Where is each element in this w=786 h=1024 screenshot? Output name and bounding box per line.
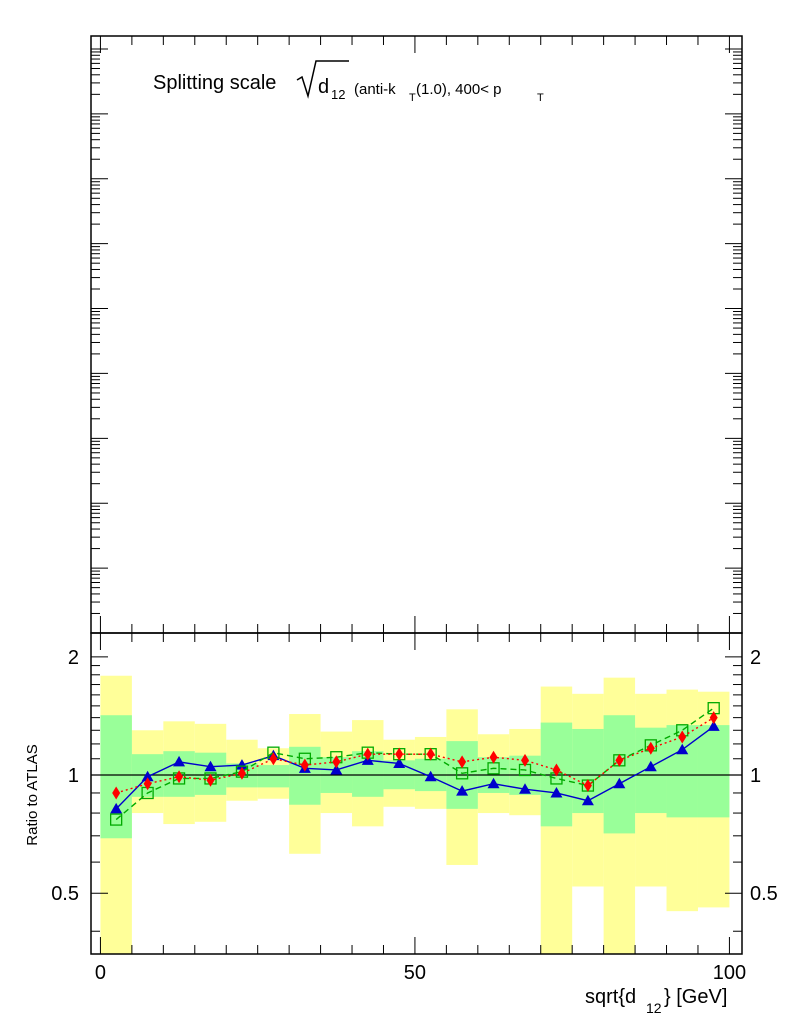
series-3-point [583,779,592,793]
series-1-point [550,786,563,798]
series-3-point [709,711,718,725]
series-1-point [676,743,689,755]
series-3-point [206,773,215,787]
x-tick-label: 0 [95,962,106,984]
series-1-point [424,770,437,782]
band-2-bin [289,746,321,805]
series-3-point [143,777,152,791]
band-2-bin [100,715,132,839]
band-2-bin [697,725,730,818]
series-1-line [115,725,715,810]
series-3-point [395,747,404,761]
upper-panel-title-d: d [318,76,329,98]
x-axis-label-sub: 12 [646,1000,662,1016]
upper-panel-title-tail-b-sub: T [537,92,544,104]
series-3-point [521,753,529,767]
series-1-point [235,759,248,770]
lower-panel-ticks [91,633,742,954]
series-3-point [112,786,121,800]
series-3-point [678,730,687,744]
series-3-point [332,755,341,769]
y-axis-label: Ratio to ATLAS [24,744,41,845]
band-2-bin [257,765,290,788]
series-1-point [456,785,469,796]
series-1-point [707,720,720,731]
upper-panel-ticks [91,36,742,633]
upper-panel-title-d-sub: 12 [331,87,345,102]
tick-labels: 0 50 100 0.5 0.5 1 1 2 2 [51,647,778,984]
series-1-point [487,777,500,789]
series-2-point [110,813,123,826]
series-1-point [110,802,123,814]
series-3-point [363,747,372,761]
x-axis-label-tail: } [GeV] [664,986,727,1008]
series-1-point [644,760,657,772]
sqrt-sign [296,60,349,99]
series-3-point [237,766,246,780]
series-1-point [204,760,217,772]
series-1-point [613,777,626,789]
series-1-point [173,755,186,767]
upper-panel-frame [90,35,743,634]
x-tick-label: 50 [404,962,426,984]
y-tick-label-right: 0.5 [750,883,778,905]
upper-panel-title-tail-b: (1.0), 400< p [416,81,501,98]
series-3-point [175,770,184,784]
series-3-line [115,717,715,794]
uncertainty-bands [100,675,730,954]
y-tick-label-right: 1 [750,765,761,787]
series-1-point [330,763,343,775]
series-1-point [393,757,406,768]
series-3-point [300,758,309,772]
series-group [110,702,720,826]
y-tick-label: 1 [68,765,79,787]
x-tick-label: 100 [713,962,746,984]
upper-panel-title-tail-a-sub: T [409,92,416,104]
series-3-point [646,741,655,755]
series-1-point [141,770,154,782]
y-tick-label: 0.5 [51,883,79,905]
upper-panel-title-tail-a: (anti-k [354,81,396,98]
series-3-point [615,753,624,767]
lower-panel-frame [90,632,743,955]
x-axis-label: sqrt{d [585,986,636,1008]
band-2-bin [603,715,636,834]
series-3-point [552,763,561,777]
series-1-point [519,783,531,794]
series-3-point [458,755,467,769]
series-3-point [489,750,498,764]
y-tick-label: 2 [68,647,79,669]
series-1-point [581,794,594,806]
upper-panel-title: Splitting scale [153,72,276,94]
series-3-point [269,752,278,766]
series-3-point [426,747,435,761]
y-tick-label-right: 2 [750,647,761,669]
